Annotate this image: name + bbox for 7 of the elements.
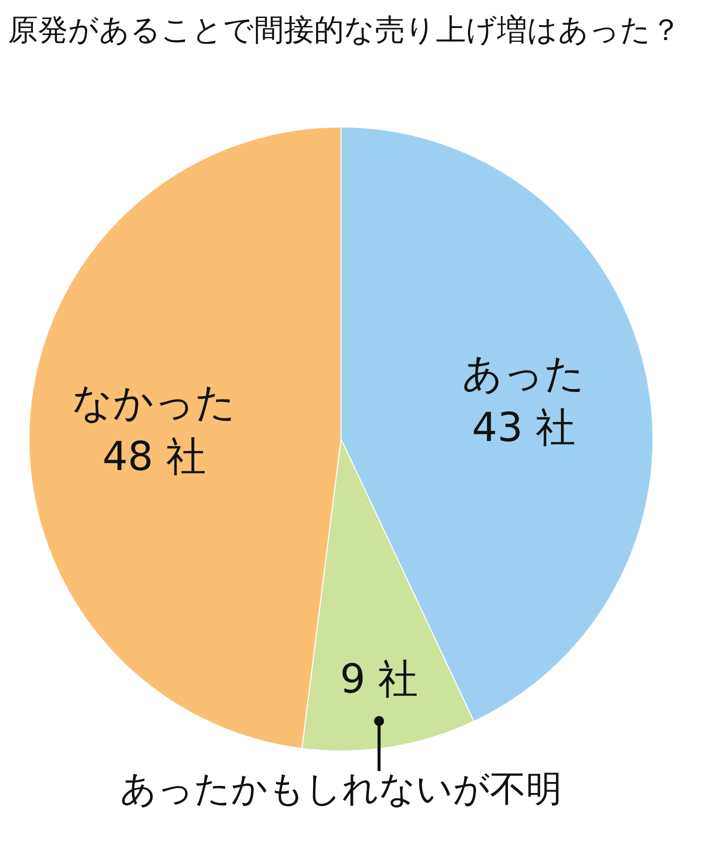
chart-title: 原発があることで間接的な売り上げ増はあった？: [8, 12, 682, 50]
slice-label: あった: [462, 351, 586, 398]
data-label: 48 社: [102, 434, 206, 480]
slice-label: あったかもしれないが不明: [120, 769, 562, 810]
data-label: 43 社: [472, 405, 576, 452]
data-label: 9 社: [340, 656, 418, 702]
slice-label: なかった: [72, 380, 236, 426]
